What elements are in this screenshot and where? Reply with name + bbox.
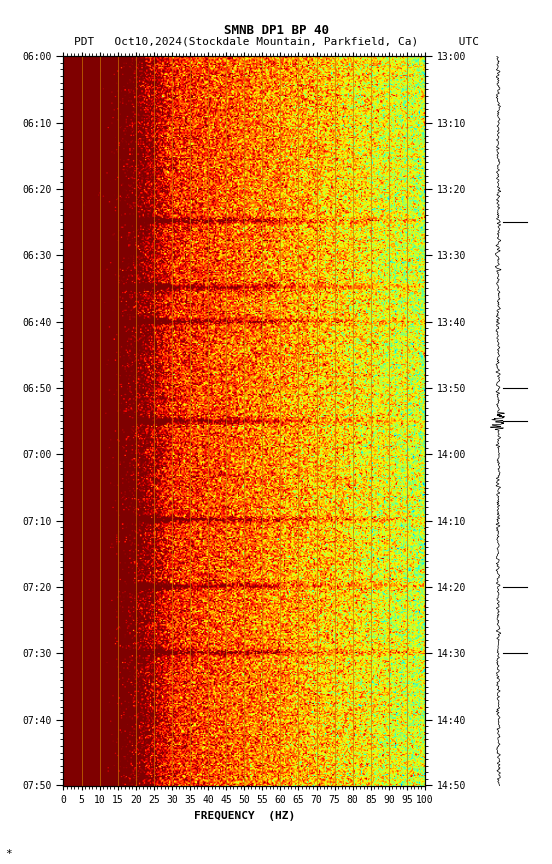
Text: *: * bbox=[6, 849, 12, 859]
Text: PDT   Oct10,2024(Stockdale Mountain, Parkfield, Ca)      UTC: PDT Oct10,2024(Stockdale Mountain, Parkf… bbox=[73, 36, 479, 47]
X-axis label: FREQUENCY  (HZ): FREQUENCY (HZ) bbox=[194, 810, 295, 821]
Text: SMNB DP1 BP 40: SMNB DP1 BP 40 bbox=[224, 24, 328, 37]
